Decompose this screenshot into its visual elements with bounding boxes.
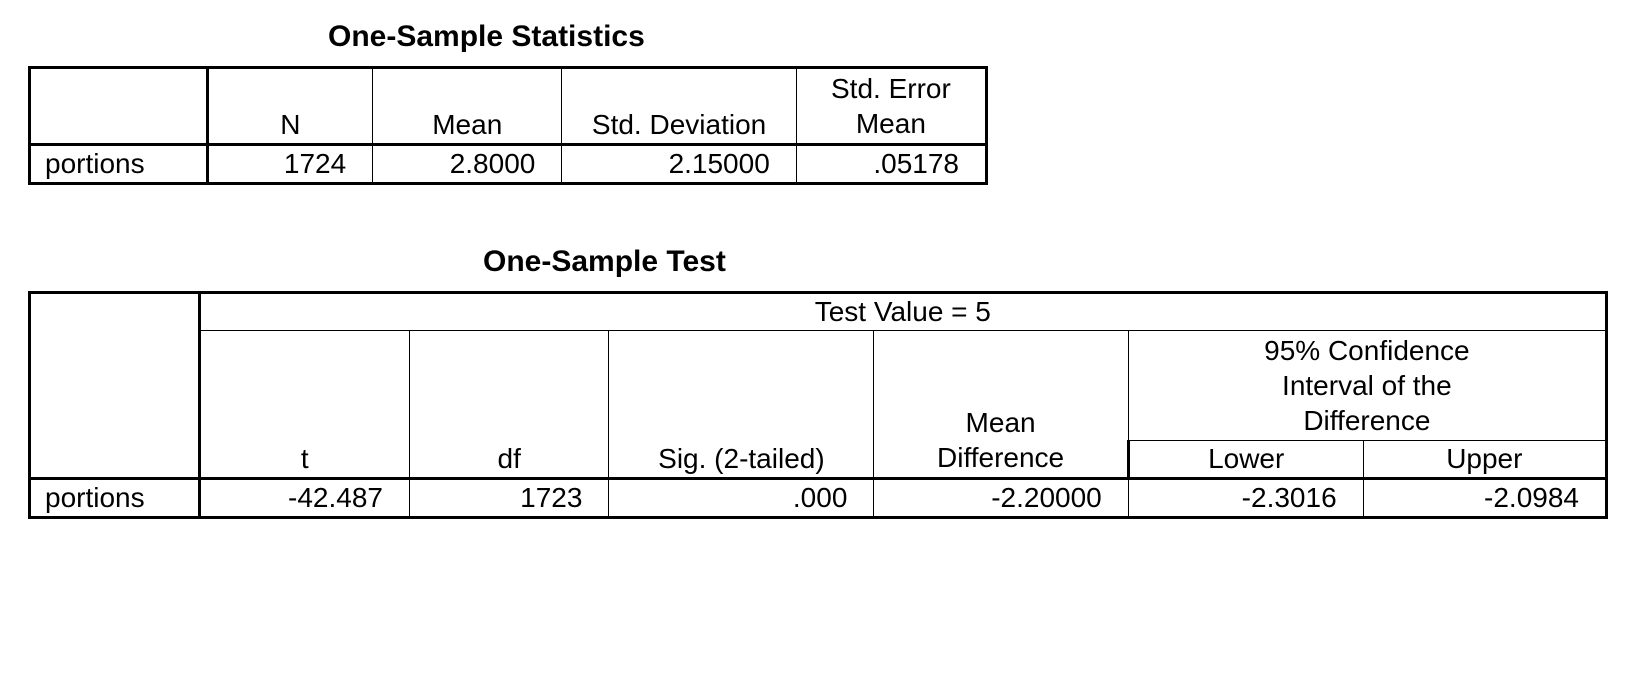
test-cell-t: -42.487 [199, 479, 409, 518]
test-header-upper: Upper [1363, 441, 1606, 479]
stats-header-stderr: Std. Error Mean [796, 68, 986, 145]
test-cell-meandiff: -2.20000 [874, 479, 1128, 518]
stats-header-stderr-line2: Mean [856, 108, 926, 139]
test-header-ci-line2: Interval of the [1282, 370, 1452, 401]
test-header-ci-line1: 95% Confidence [1264, 335, 1469, 366]
test-row-label: portions [30, 479, 200, 518]
test-header-lower: Lower [1128, 441, 1363, 479]
test-cell-lower: -2.3016 [1128, 479, 1363, 518]
test-cell-sig: .000 [609, 479, 874, 518]
stats-header-mean: Mean [373, 68, 562, 145]
test-header-df: df [409, 331, 608, 479]
stats-table-title: One-Sample Statistics [328, 20, 1617, 54]
stats-cell-mean: 2.8000 [373, 145, 562, 184]
one-sample-test-table: Test Value = 5 t df Sig. (2-tailed) Mean… [28, 291, 1608, 519]
stats-header-stddev: Std. Deviation [562, 68, 796, 145]
stats-cell-stderr: .05178 [796, 145, 986, 184]
stats-cell-n: 1724 [207, 145, 373, 184]
test-header-blank [30, 293, 200, 479]
stats-header-n: N [207, 68, 373, 145]
test-header-meandiff: Mean Difference [874, 331, 1128, 479]
test-header-meandiff-line2: Difference [937, 442, 1064, 473]
test-header-meandiff-line1: Mean [966, 407, 1036, 438]
test-header-sig: Sig. (2-tailed) [609, 331, 874, 479]
one-sample-statistics-table: N Mean Std. Deviation Std. Error Mean po… [28, 66, 988, 185]
stats-header-stderr-line1: Std. Error [831, 73, 951, 104]
stats-header-blank [30, 68, 208, 145]
stats-cell-stddev: 2.15000 [562, 145, 796, 184]
test-header-ci-line3: Difference [1303, 405, 1430, 436]
stats-row-label: portions [30, 145, 208, 184]
test-cell-df: 1723 [409, 479, 608, 518]
test-header-ci: 95% Confidence Interval of the Differenc… [1128, 331, 1606, 441]
test-cell-upper: -2.0984 [1363, 479, 1606, 518]
test-value-header: Test Value = 5 [199, 293, 1606, 331]
test-table-title: One-Sample Test [483, 245, 1617, 279]
test-header-t: t [199, 331, 409, 479]
